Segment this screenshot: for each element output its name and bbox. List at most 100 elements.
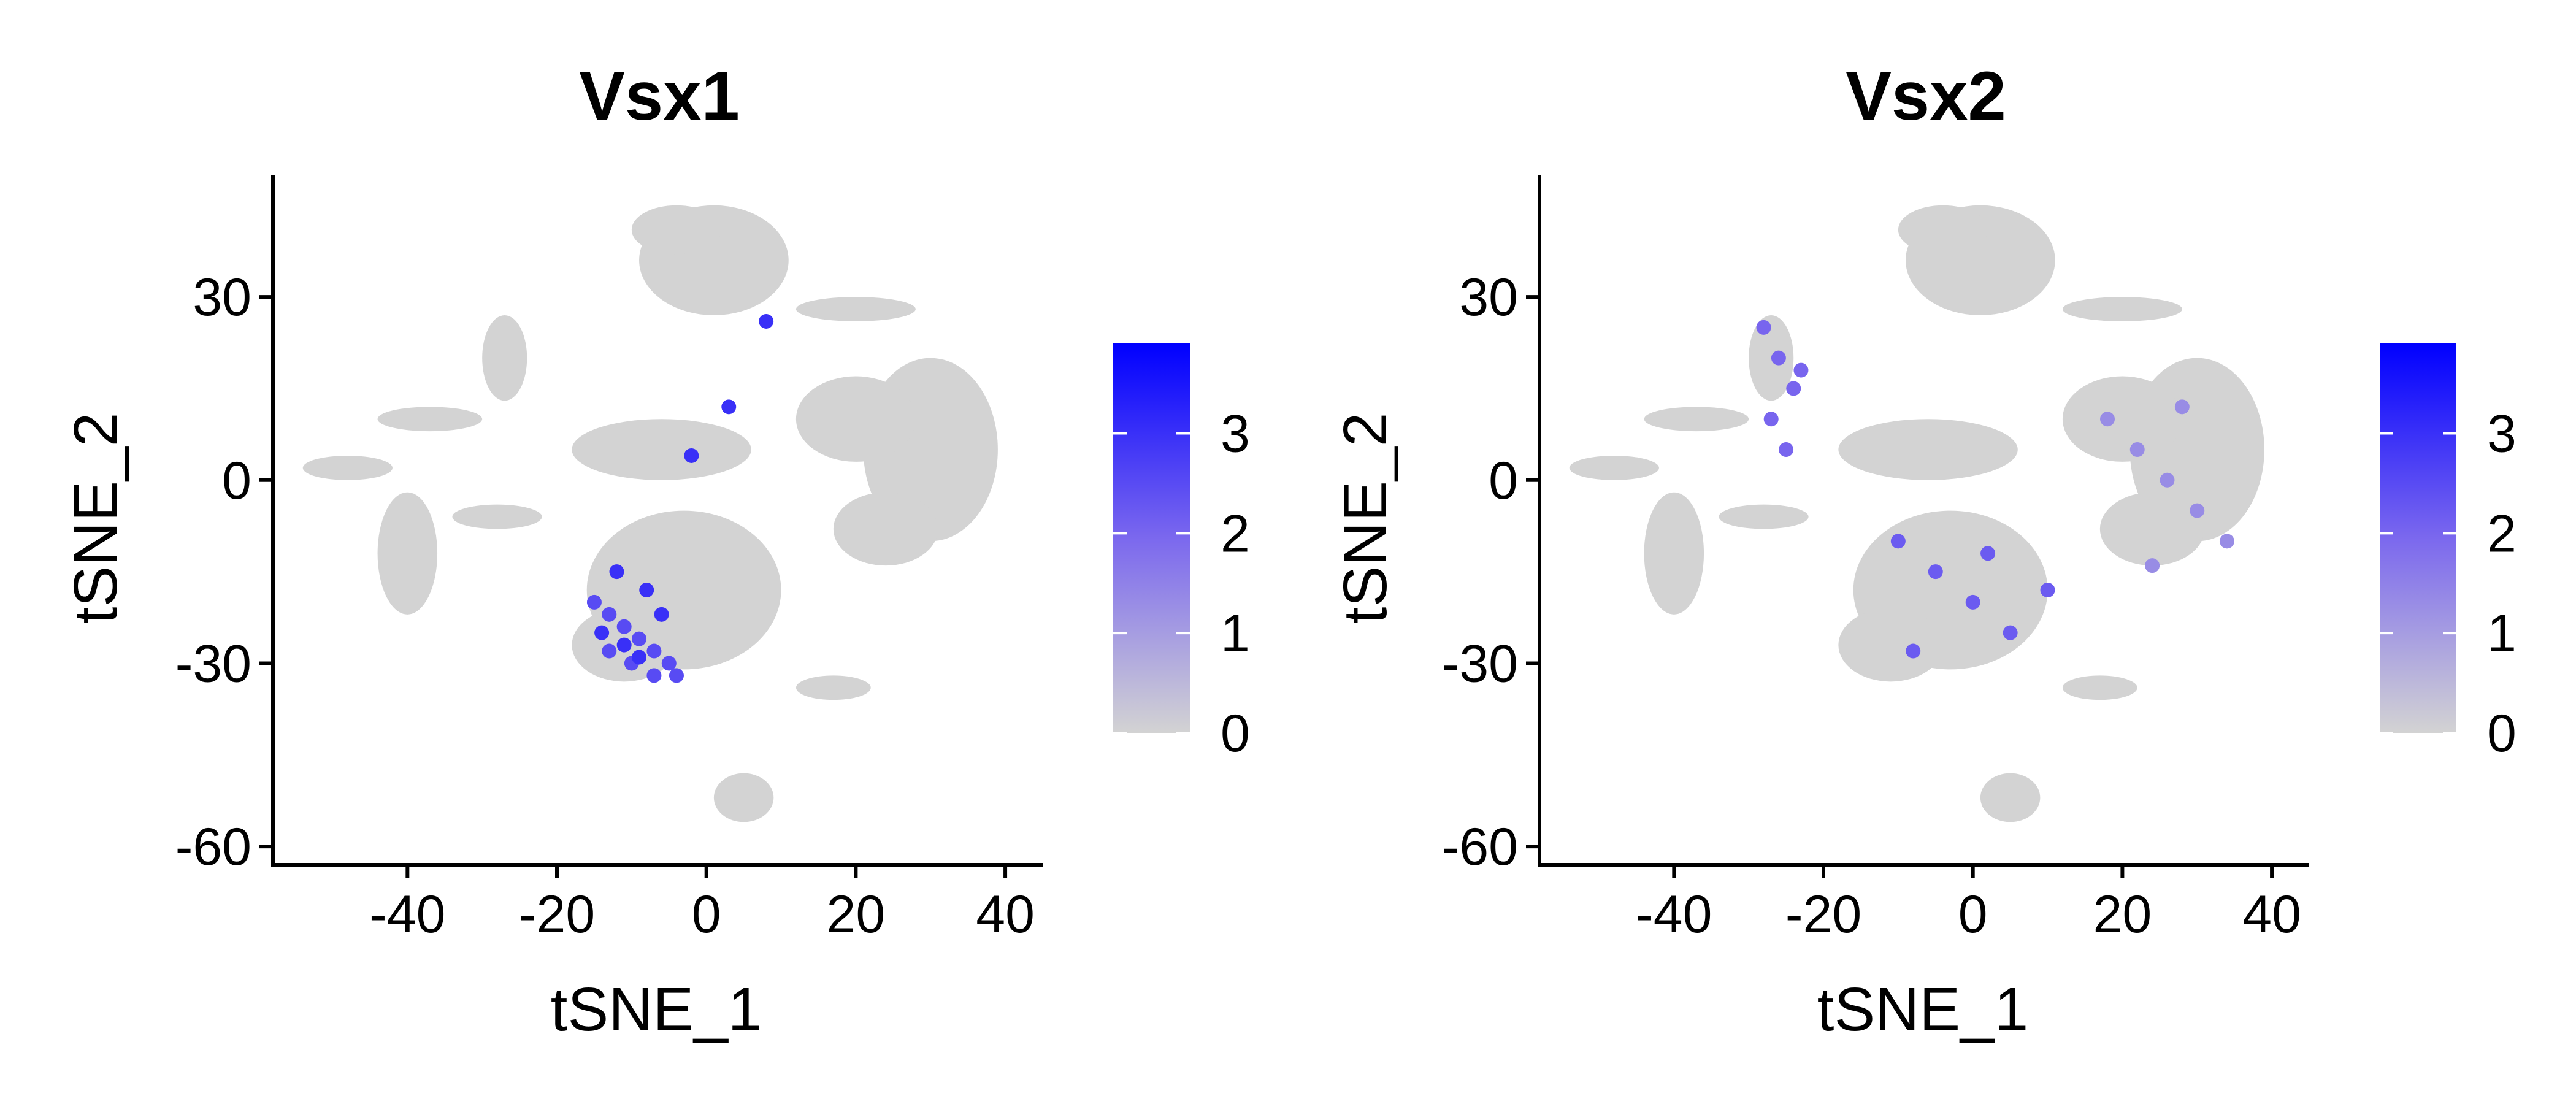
expression-point <box>602 643 617 659</box>
color-bar-label: 3 <box>2487 405 2517 464</box>
expression-point <box>639 582 654 597</box>
expression-point <box>654 607 669 622</box>
x-tick-label: 40 <box>2242 885 2301 944</box>
cell-cluster <box>377 492 438 615</box>
cell-cluster <box>795 376 916 462</box>
cell-clusters <box>302 205 998 822</box>
expression-point <box>1756 320 1771 335</box>
expression-point <box>1928 564 1943 580</box>
expression-point <box>632 650 647 665</box>
x-axis-title: tSNE_1 <box>1817 975 2029 1044</box>
y-tick-label: -60 <box>1442 818 1518 876</box>
expression-point <box>1763 412 1779 427</box>
expression-point <box>632 631 647 646</box>
x-tick-label: 0 <box>1958 885 1988 944</box>
expression-point <box>586 594 602 610</box>
expression-point <box>2129 442 2145 458</box>
expression-point <box>1793 362 1809 378</box>
y-tick-label: 0 <box>1489 451 1518 510</box>
axes: -40 -20 0 20 40 -60 -30 0 30 <box>175 175 1043 944</box>
x-tick-label: -20 <box>1785 885 1861 944</box>
color-bar-label: 2 <box>1221 504 1250 563</box>
expression-point <box>1890 534 1906 549</box>
y-tick-label: 30 <box>193 268 251 327</box>
expression-points <box>1756 320 2234 659</box>
cell-cluster <box>1838 608 1943 682</box>
expression-point <box>2040 582 2055 597</box>
y-tick-label: -30 <box>175 634 251 693</box>
color-legend: 0 1 2 3 <box>2380 343 2517 763</box>
x-tick-label: 0 <box>692 885 721 944</box>
cell-clusters <box>1569 205 2264 822</box>
x-tick-label: 20 <box>827 885 886 944</box>
color-bar-label: 1 <box>1221 604 1250 663</box>
expression-point <box>2003 625 2018 640</box>
chart-title: Vsx2 <box>1846 58 2006 134</box>
expression-point <box>721 399 737 415</box>
cell-cluster <box>2099 492 2205 566</box>
color-legend: 0 1 2 3 <box>1113 343 1250 763</box>
cell-cluster <box>833 492 938 566</box>
x-tick-label: -40 <box>369 885 445 944</box>
expression-point <box>594 625 610 640</box>
cell-cluster <box>795 675 871 700</box>
cell-cluster <box>2062 675 2137 700</box>
x-axis-title: tSNE_1 <box>551 975 762 1044</box>
cell-cluster <box>713 773 774 822</box>
y-tick-label: -60 <box>175 818 251 876</box>
x-tick-label: 40 <box>976 885 1035 944</box>
cell-cluster <box>1838 419 2018 480</box>
x-tick-label: 20 <box>2093 885 2152 944</box>
cell-cluster <box>572 419 751 480</box>
cell-cluster <box>2062 297 2182 321</box>
cell-cluster <box>1749 315 1794 401</box>
cell-cluster <box>1569 455 1659 480</box>
cell-cluster <box>1980 773 2041 822</box>
expression-point <box>1980 546 1996 561</box>
expression-point <box>1779 442 1794 458</box>
cell-cluster <box>1644 492 1704 615</box>
y-axis-title: tSNE_2 <box>61 413 130 624</box>
expression-point <box>2100 412 2115 427</box>
color-bar <box>1113 343 1190 733</box>
cell-cluster <box>377 407 483 432</box>
chart-title: Vsx1 <box>579 58 740 134</box>
axes: -40 -20 0 20 40 -60 -30 0 30 <box>1442 175 2309 944</box>
color-bar-label: 1 <box>2487 604 2517 663</box>
x-tick-label: -40 <box>1636 885 1712 944</box>
expression-point <box>669 668 684 683</box>
cell-cluster <box>452 504 542 529</box>
cell-cluster <box>631 205 722 255</box>
expression-point <box>1965 594 1980 610</box>
x-tick-label: -20 <box>519 885 595 944</box>
y-axis-title: tSNE_2 <box>1331 413 1400 624</box>
expression-point <box>616 619 632 634</box>
color-bar-label: 3 <box>1221 405 1250 464</box>
expression-point <box>1906 643 1921 659</box>
expression-point <box>609 564 624 580</box>
expression-point <box>2219 534 2234 549</box>
expression-point <box>646 668 662 683</box>
y-tick-label: 30 <box>1459 268 1518 327</box>
expression-point <box>602 607 617 622</box>
color-bar-label: 2 <box>2487 504 2517 563</box>
expression-point <box>1771 350 1786 366</box>
expression-points <box>586 313 774 683</box>
expression-point <box>759 313 774 329</box>
expression-point <box>646 643 662 659</box>
expression-point <box>2160 472 2175 488</box>
expression-point <box>2190 503 2205 518</box>
cell-cluster <box>302 455 393 480</box>
expression-point <box>2174 399 2190 415</box>
cell-cluster <box>482 315 527 401</box>
expression-point <box>616 637 632 653</box>
cell-cluster <box>1719 504 1809 529</box>
expression-point <box>684 448 699 463</box>
y-tick-label: -30 <box>1442 634 1518 693</box>
color-bar-label: 0 <box>2487 704 2517 763</box>
y-tick-label: 0 <box>222 451 251 510</box>
color-bar-label: 0 <box>1221 704 1250 763</box>
